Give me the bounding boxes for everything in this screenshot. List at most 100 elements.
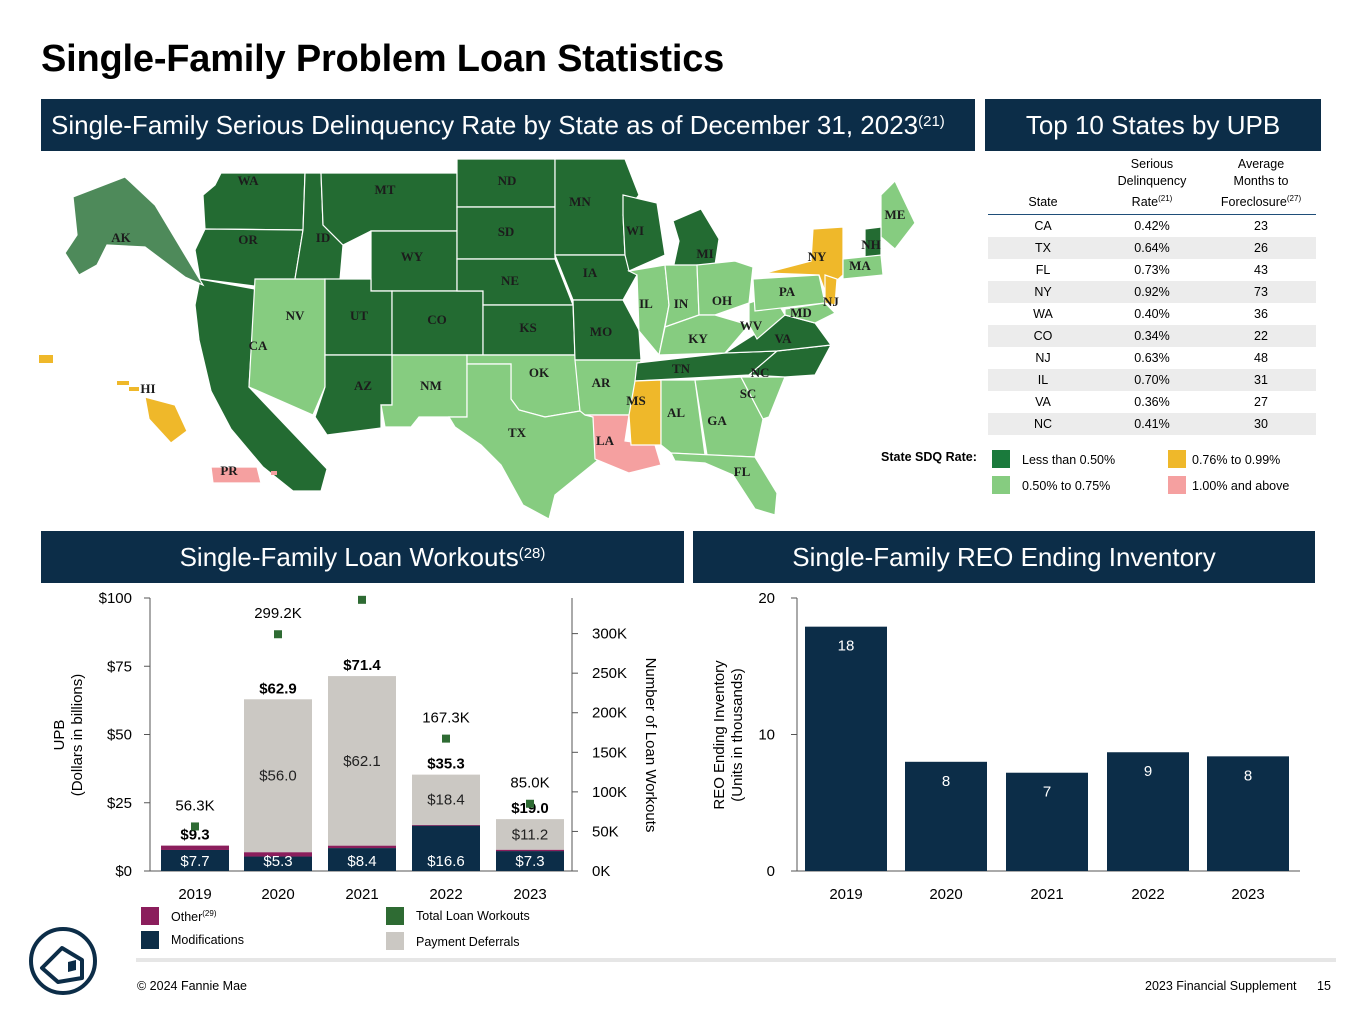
x-tick-label: 2023 — [513, 886, 546, 903]
reo-header: Single-Family REO Ending Inventory — [693, 531, 1315, 583]
state-label-ky: KY — [688, 331, 708, 346]
reo-y-tick-label: 10 — [758, 727, 775, 744]
y2-tick-label: 200K — [592, 705, 627, 722]
state-nv — [248, 278, 326, 416]
state-label-ar: AR — [592, 375, 611, 390]
island-shape — [215, 477, 221, 481]
footer-publication: 2023 Financial Supplement — [1145, 979, 1297, 993]
y-tick-label: $100 — [99, 590, 132, 607]
state-label-oh: OH — [712, 293, 732, 308]
total-upb-label: $19.0 — [511, 800, 549, 817]
reo-bar — [905, 761, 987, 871]
y2-tick-label: 100K — [592, 784, 627, 801]
us-sdq-map: WA OR CA ID NV MT WY UT AZ CO NM ND SD NE KS OK TX MN IA MO… — [39, 158, 916, 520]
state-label-nj: NJ — [823, 294, 839, 309]
table-row: CO 0.34% 22 — [988, 325, 1316, 348]
state-label-al: AL — [667, 405, 685, 420]
state-label-co: CO — [427, 312, 447, 327]
table-row: VA 0.36% 27 — [1035, 395, 1268, 410]
state-label-tx: TX — [508, 425, 527, 440]
mod-value-label: $8.4 — [347, 853, 376, 870]
state-label-hi: HI — [140, 381, 155, 396]
state-or — [194, 228, 304, 292]
state-la — [584, 414, 662, 474]
state-label-ut: UT — [350, 308, 368, 323]
state-label-nd: ND — [498, 173, 517, 188]
legend-label-76-99: 0.76% to 0.99% — [1192, 453, 1281, 467]
mod-value-label: $7.7 — [180, 853, 209, 870]
legend-label-100plus: 1.00% and above — [1192, 479, 1290, 493]
state-label-mn: MN — [569, 194, 591, 209]
reo-y-axis-label-2: (Units in thousands) — [729, 668, 746, 801]
y-tick-label: $50 — [107, 727, 132, 744]
sdq-legend-title: State SDQ Rate: — [881, 450, 977, 464]
legend-label-total-workouts: Total Loan Workouts — [416, 909, 530, 923]
state-label-sd: SD — [498, 224, 515, 239]
legend-swatch-other — [141, 907, 159, 925]
state-label-il: IL — [639, 296, 653, 311]
legend-label-deferrals: Payment Deferrals — [416, 935, 520, 949]
y-axis-label-2: (Dollars in billions) — [69, 674, 86, 797]
state-tx — [447, 363, 598, 520]
state-hi — [144, 396, 188, 444]
state-pr — [210, 466, 262, 484]
state-ga — [694, 376, 764, 458]
state-label-id: ID — [316, 230, 330, 245]
state-label-nh: NH — [861, 237, 881, 252]
bar-other — [328, 845, 396, 849]
state-label-md: MD — [790, 305, 812, 320]
reo-x-tick-label: 2020 — [929, 886, 962, 903]
legend-swatch-modifications — [141, 931, 159, 949]
reo-value-label: 9 — [1144, 763, 1152, 780]
state-ia — [554, 254, 638, 301]
bar-other — [161, 845, 229, 850]
state-label-nv: NV — [286, 308, 305, 323]
legend-label-other: Other(29) — [171, 909, 217, 925]
deferral-value-label: $18.4 — [427, 792, 465, 809]
x-tick-label: 2020 — [261, 886, 294, 903]
workouts-title-note: (28) — [518, 544, 546, 562]
workout-count-label: 299.2K — [254, 605, 302, 622]
footer-copyright: © 2024 Fannie Mae — [137, 979, 247, 993]
state-label-ak: AK — [111, 230, 131, 245]
bar-other — [244, 852, 312, 857]
state-az — [314, 354, 393, 436]
x-tick-label: 2022 — [429, 886, 462, 903]
reo-value-label: 8 — [1244, 767, 1252, 784]
state-label-or: OR — [238, 232, 258, 247]
col-months-foreclosure: Average Months to Foreclosure(27) — [1206, 156, 1316, 216]
reo-bar — [805, 626, 887, 871]
workout-count-marker — [191, 822, 199, 831]
state-label-ks: KS — [519, 320, 536, 335]
fannie-mae-logo — [29, 927, 97, 995]
bar-modifications — [496, 851, 564, 871]
legend-swatch-50-75 — [992, 476, 1010, 494]
state-label-ok: OK — [529, 365, 550, 380]
bar-other — [412, 824, 480, 826]
state-sc — [740, 376, 786, 420]
state-fl — [670, 452, 778, 516]
state-label-ny: NY — [808, 249, 827, 264]
state-label-me: ME — [885, 207, 906, 222]
state-label-sc: SC — [740, 386, 757, 401]
island-shape — [117, 381, 129, 385]
state-label-ma: MA — [849, 258, 871, 273]
map-section-title: Single-Family Serious Delinquency Rate b… — [51, 109, 919, 140]
legend-swatch-total-workouts — [386, 907, 404, 925]
table-row: WA 0.40% 36 — [1033, 307, 1268, 322]
state-label-ca: CA — [249, 338, 268, 353]
table-row: NJ 0.63% 48 — [1035, 351, 1268, 366]
table-row: IL 0.70% 31 — [988, 369, 1316, 392]
state-mo — [572, 299, 642, 361]
reo-title: Single-Family REO Ending Inventory — [792, 541, 1216, 572]
legend-swatch-lt50 — [992, 450, 1010, 468]
state-label-nc: NC — [751, 365, 770, 380]
island-shape — [129, 387, 139, 391]
total-upb-label: $9.3 — [180, 827, 209, 844]
reo-y-tick-label: 20 — [758, 590, 775, 607]
map-title-note: (21) — [918, 112, 945, 130]
island-shape — [271, 471, 277, 475]
state-label-ga: GA — [707, 413, 727, 428]
state-label-la: LA — [596, 433, 615, 448]
legend-swatch-deferrals — [386, 932, 404, 950]
